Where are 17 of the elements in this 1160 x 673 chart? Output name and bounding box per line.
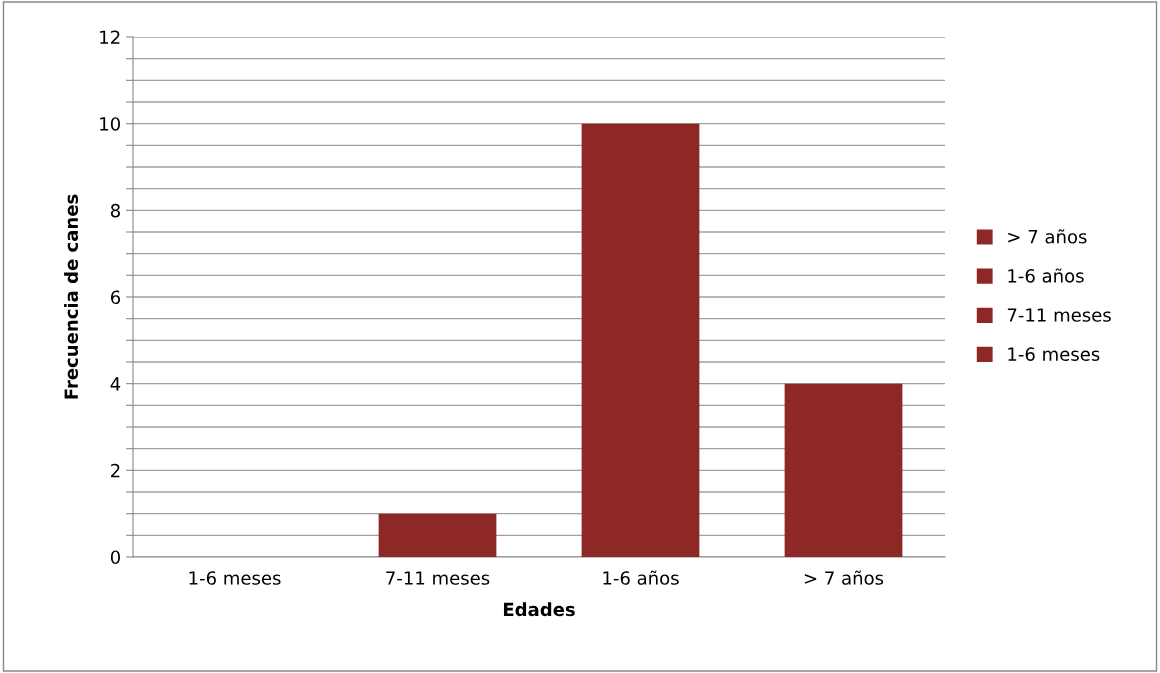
x-tick-label: > 7 años (804, 570, 884, 585)
x-tick-label: 7-11 meses (386, 571, 490, 585)
y-tick-label: 4 (110, 377, 121, 391)
y-axis-title: Frecuencia de canes (64, 194, 79, 399)
legend-label: 1-6 años (1008, 268, 1084, 283)
legend-label: 7-11 meses (1007, 308, 1111, 322)
x-tick-label: 1-6 años (603, 570, 679, 585)
x-tick-label: 1-6 meses (189, 571, 281, 585)
x-axis-title: Edades (503, 602, 575, 617)
legend-label: > 7 años (1008, 229, 1087, 244)
y-tick-label: 10 (100, 117, 120, 131)
y-tick-label: 12 (100, 30, 120, 44)
y-tick-label: 8 (110, 203, 120, 218)
y-tick-label: 2 (111, 463, 120, 478)
legend-label: 1-6 meses (1008, 347, 1100, 361)
y-tick-label: 6 (110, 290, 121, 305)
y-tick-label: 0 (110, 550, 120, 565)
